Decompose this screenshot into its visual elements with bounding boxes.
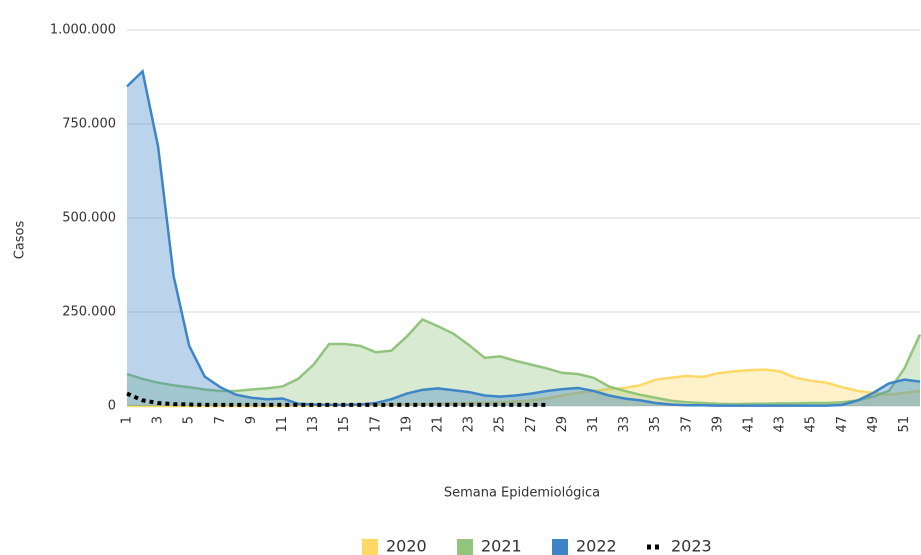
legend-swatch <box>552 539 568 555</box>
x-tick-label: 11 <box>275 416 290 433</box>
x-tick-label: 29 <box>555 416 570 433</box>
x-tick-label: 25 <box>493 416 508 433</box>
y-tick-label: 1.000.000 <box>50 23 116 38</box>
x-tick-label: 31 <box>586 416 601 433</box>
x-tick-label: 1 <box>120 416 135 424</box>
legend-swatch <box>457 539 473 555</box>
x-tick-label: 3 <box>151 416 166 424</box>
x-tick-label: 19 <box>399 416 414 433</box>
x-tick-label: 17 <box>368 416 383 433</box>
x-tick-label: 15 <box>337 416 352 433</box>
x-tick-label: 51 <box>897 416 912 433</box>
x-tick-label: 13 <box>306 416 321 433</box>
x-tick-label: 33 <box>617 416 632 433</box>
x-tick-label: 27 <box>524 416 539 433</box>
x-tick-label: 37 <box>679 416 694 433</box>
y-tick-label: 500.000 <box>62 211 116 226</box>
legend-label: 2020 <box>386 537 427 555</box>
x-tick-label: 7 <box>213 416 228 424</box>
y-axis-title: Casos <box>13 221 28 260</box>
series-line <box>126 68 921 407</box>
x-tick-label: 35 <box>648 416 663 433</box>
x-tick-label: 47 <box>835 416 850 433</box>
x-tick-label: 45 <box>804 416 819 433</box>
x-tick-label: 39 <box>710 416 725 433</box>
series-area <box>127 369 920 406</box>
legend-label: 2023 <box>671 537 712 555</box>
x-tick-label: 21 <box>430 416 445 433</box>
series-line <box>126 391 547 407</box>
x-tick-label: 43 <box>773 416 788 433</box>
legend-swatch <box>362 539 378 555</box>
y-tick-label: 0 <box>108 399 116 414</box>
x-tick-label: 9 <box>244 416 259 424</box>
legend-label: 2022 <box>576 537 617 555</box>
x-tick-label: 41 <box>741 416 756 433</box>
series-area <box>127 71 920 407</box>
y-tick-label: 250.000 <box>62 305 116 320</box>
x-axis-title: Semana Epidemiológica <box>444 486 600 501</box>
x-tick-label: 23 <box>462 416 477 433</box>
legend-label: 2021 <box>481 537 522 555</box>
series-line <box>126 318 921 406</box>
x-tick-label: 49 <box>866 416 881 433</box>
x-tick-label: 5 <box>182 416 197 424</box>
y-tick-label: 750.000 <box>62 117 116 132</box>
series-line <box>127 368 921 408</box>
